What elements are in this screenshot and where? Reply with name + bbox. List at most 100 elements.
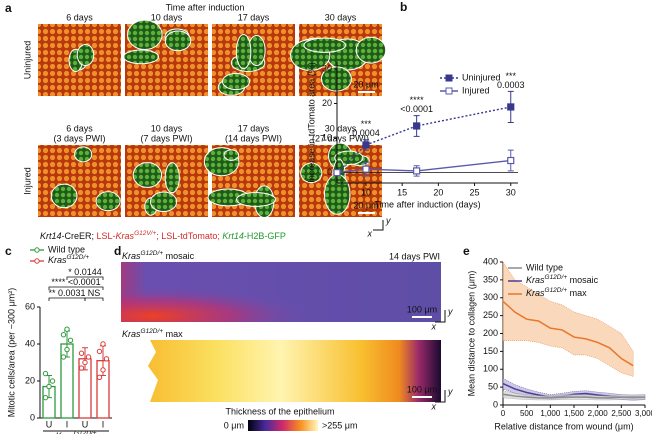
green-clone [76,44,95,66]
column-label: 6 days [66,123,93,133]
data-point [67,337,74,343]
legend-label: KrasG12D/+ max [526,287,587,298]
legend-label-part: Kras [526,288,545,298]
data-point [96,374,103,380]
y-tick-label: 20 [25,375,35,385]
data-point [100,367,106,373]
green-clone [127,19,163,51]
x-axis-label: Time after induction (days) [374,199,480,209]
green-clone [50,183,78,209]
legend-label-part: G12D/+ [545,274,568,281]
heatmap-max [121,340,441,402]
heatmap-title-part: Kras [122,329,141,339]
x-tick-label: U [82,419,89,429]
caption-part: Krt14 [222,231,244,241]
comparison-bracket [84,297,104,301]
data-point [49,378,56,384]
column-label: 17 days [238,123,270,133]
y-tick-label: 150 [483,346,498,356]
green-clone [164,162,180,194]
legend-marker [34,258,40,264]
x-tick-label: I [102,419,105,429]
data-point [64,326,70,332]
group-label: KrasG12D/+ [55,430,96,434]
comparison-stars: * [68,267,72,277]
heatmap-title: KrasG12D/+ mosaic [122,250,195,261]
axis-glyph-label: y [447,306,453,316]
y-tick-label: 250 [483,310,498,320]
x-tick-label: 30 [506,187,516,197]
scale-bar-label: 100 μm [407,384,437,394]
green-clone [74,146,93,163]
x-tick-label: 2,000 [588,409,609,418]
green-clone [355,36,387,64]
y-tick-label: 60 [25,301,35,311]
comparison-label: NS [88,288,101,298]
green-clone [300,162,323,184]
green-clone [235,34,252,70]
y-tick-label: 0 [493,399,498,409]
axis-glyph [435,390,446,403]
y-tick-label: 400 [483,256,498,266]
significance: **** [410,95,425,105]
legend-label-part: Kras [48,255,67,265]
marker [507,156,515,165]
comparison-bracket [48,297,86,301]
significance: <0.0001 [400,104,433,114]
axis-glyph-label: y [447,386,453,396]
series-line [336,159,511,174]
y-axis-label: Mean distance to collagen (μm) [466,271,476,397]
green-clone [221,72,251,91]
comparison-stars: ** [48,288,56,298]
panel-label: e [463,244,470,258]
green-clone [95,191,121,212]
legend-label-part: G12D/+ [545,287,568,294]
significance: 0.0003 [497,80,525,90]
x-tick-label: 25 [470,187,480,197]
x-tick-label: 3,000 [635,409,652,418]
y-tick-label: 20 [322,98,332,108]
comparison-p: 0.0031 [58,288,86,298]
axis-glyph-label: y [385,215,391,225]
comparison-stars: **** [51,277,66,287]
axis-glyph [373,220,384,231]
data-point [103,356,110,362]
y-tick-label: 40 [25,338,35,348]
column-label: 6 days [66,12,93,22]
y-axis-label: Mitotic cells/area (per ~300 μm²) [6,288,16,417]
heatmap-max-gap [121,340,158,402]
heatmap-title-part: Kras [122,251,141,261]
panel-label: d [114,244,121,258]
data-point [78,350,85,356]
green-clone [164,30,192,52]
x-tick-label: 15 [397,187,407,197]
column-label: 17 days [238,12,270,22]
series-line [502,393,645,399]
green-clone [235,192,276,207]
data-point [100,341,106,347]
marker [507,103,515,111]
legend-label: KrasG12D/+ mosaic [526,274,599,285]
x-tick-label: 0 [501,409,506,418]
legend-label: Wild type [526,262,563,272]
caption: Krt14-CreER; LSL-KrasG12V/+; LSL-tdTomat… [40,230,286,241]
heatmap-mosaic-hotspot [121,262,441,322]
marker [362,141,370,149]
x-axis-label: Relative distance from wound (μm) [494,421,633,431]
heatmap-title-part: G12D/+ [141,328,164,335]
row-label: Injured [22,167,32,195]
row-label: Uninjured [22,41,32,80]
green-clone [320,66,352,92]
significance: 0.0004 [352,128,380,138]
x-tick-label: 20 [433,187,443,197]
legend-label: Uninjured [462,72,501,82]
data-point [42,394,49,401]
y-tick-label: 100 [483,364,498,374]
column-label: (14 days PWI) [225,133,282,143]
axis-glyph-label: x [431,401,437,411]
y-tick-label: 300 [483,292,498,302]
column-label: 10 days [151,12,183,22]
axis-glyph-label: x [431,321,437,331]
x-tick-label: 10 [361,187,371,197]
comparison-p: 0.0144 [74,267,102,277]
